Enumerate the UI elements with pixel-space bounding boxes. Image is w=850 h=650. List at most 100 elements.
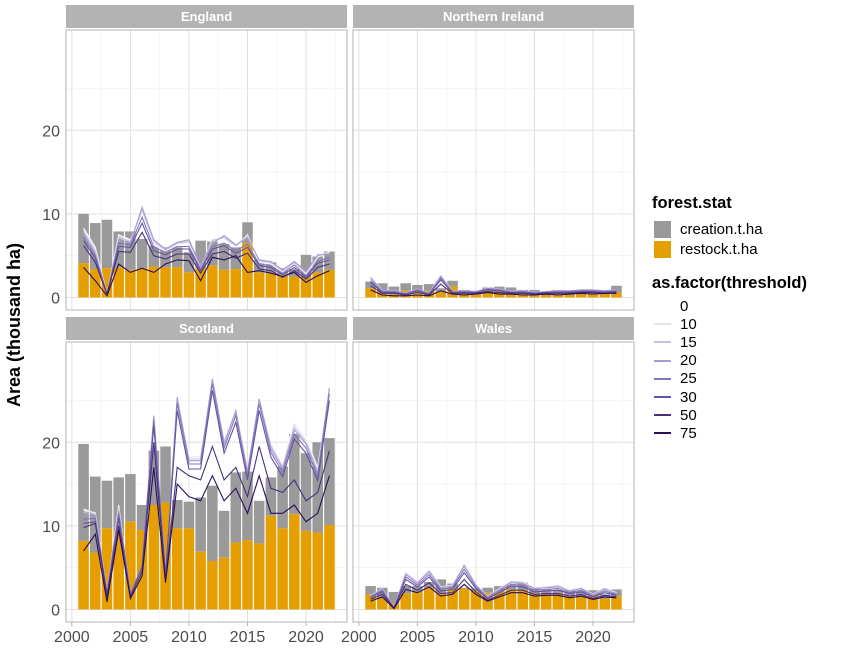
bar-creation [365, 586, 376, 595]
line-swatch [654, 305, 671, 308]
bar-restock [599, 598, 610, 610]
line-legend-label: 10 [680, 315, 697, 333]
bar-restock [312, 532, 323, 610]
bar-creation [242, 471, 253, 541]
x-tick-label: 2020 [288, 629, 324, 646]
bar-restock [458, 588, 470, 610]
bar-restock [365, 288, 376, 298]
bar-restock [101, 268, 113, 298]
fill-legend-title: forest.stat [652, 194, 732, 212]
fill-legend-restock: restock.t.ha [654, 239, 847, 259]
bar-creation [552, 590, 564, 594]
bar-creation [587, 590, 599, 596]
line-legend-label: 30 [680, 388, 697, 406]
bar-restock [218, 557, 230, 610]
line-legend-threshold-30: 30 [654, 388, 847, 406]
facet-strip-label: Northern Ireland [443, 9, 544, 24]
bar-restock [78, 540, 89, 610]
panel-border [352, 341, 635, 623]
bar-creation [242, 222, 253, 244]
bar-restock [377, 290, 388, 298]
bar-creation [482, 587, 493, 593]
bar-creation [423, 284, 435, 291]
bar-restock [148, 266, 160, 298]
bar-creation [265, 477, 277, 516]
bar-creation [312, 256, 323, 273]
bar-creation [195, 497, 206, 552]
threshold-line-75 [370, 289, 617, 297]
bar-restock [253, 543, 265, 610]
bar-restock [242, 243, 253, 298]
bar-restock [183, 272, 195, 298]
bar-creation [388, 591, 400, 604]
bar-restock [552, 593, 564, 610]
threshold-line-75 [83, 467, 330, 602]
bar-restock [447, 589, 458, 610]
bar-restock [265, 273, 277, 298]
bar-restock [277, 528, 288, 610]
bar-restock [125, 269, 136, 298]
bar-restock [195, 268, 206, 298]
line-legend-threshold-50: 50 [654, 406, 847, 424]
x-tick-label: 2000 [341, 629, 377, 646]
bar-creation [529, 588, 540, 594]
bar-restock [470, 591, 482, 610]
threshold-line-30 [370, 571, 617, 609]
bar-restock [576, 292, 587, 298]
x-tick-label: 2015 [517, 629, 553, 646]
bar-restock [312, 272, 323, 298]
bar-restock [564, 292, 575, 298]
bar-creation [412, 586, 423, 592]
facet-strip-label: England [181, 9, 232, 24]
bar-restock [517, 590, 529, 610]
line-swatch [654, 377, 671, 380]
bar-restock [195, 551, 206, 610]
line-legend-label: 15 [680, 333, 697, 351]
bar-creation [78, 213, 89, 264]
bar-creation [160, 446, 171, 503]
bar-restock [576, 596, 587, 610]
fill-legend-label: creation.t.ha [680, 220, 763, 238]
threshold-line-25 [83, 215, 330, 297]
bar-restock [78, 263, 89, 298]
bar-restock [101, 528, 113, 610]
legend: forest.stat creation.t.ha restock.t.ha a… [652, 194, 847, 443]
bar-restock [400, 593, 411, 610]
bar-creation [300, 453, 312, 531]
panel-border [352, 29, 635, 311]
panel-border [65, 29, 348, 311]
bar-creation [218, 243, 230, 270]
bar-creation [324, 438, 335, 526]
threshold-line-30 [83, 221, 330, 297]
line-legend-threshold-10: 10 [654, 315, 847, 333]
x-tick-label: 2005 [400, 629, 436, 646]
bar-creation [377, 283, 388, 291]
facet-strip [353, 5, 634, 28]
bar-creation [230, 472, 242, 543]
bar-restock [183, 528, 195, 610]
bar-restock [136, 268, 148, 298]
y-tick-label: 10 [42, 207, 60, 224]
line-swatch [654, 359, 671, 362]
threshold-line-30 [370, 279, 617, 295]
line-legend-label: 50 [680, 406, 697, 424]
bar-creation [207, 485, 218, 561]
facet-strip-label: Scotland [179, 321, 234, 336]
bar-restock [587, 595, 599, 610]
line-swatch [654, 414, 671, 417]
bar-creation [253, 500, 265, 544]
bar-creation [195, 240, 206, 269]
bar-creation [277, 466, 288, 529]
bar-restock [324, 525, 335, 610]
x-tick-label: 2000 [54, 629, 90, 646]
threshold-line-50 [370, 578, 617, 609]
bar-creation [136, 238, 148, 269]
threshold-line-50 [370, 283, 617, 296]
x-tick-label: 2010 [458, 629, 494, 646]
bar-creation [183, 252, 195, 273]
facet-strip [66, 317, 347, 340]
bar-restock [587, 292, 599, 298]
bar-creation [611, 285, 622, 293]
facet-strip [66, 5, 347, 28]
bar-restock [300, 530, 312, 610]
